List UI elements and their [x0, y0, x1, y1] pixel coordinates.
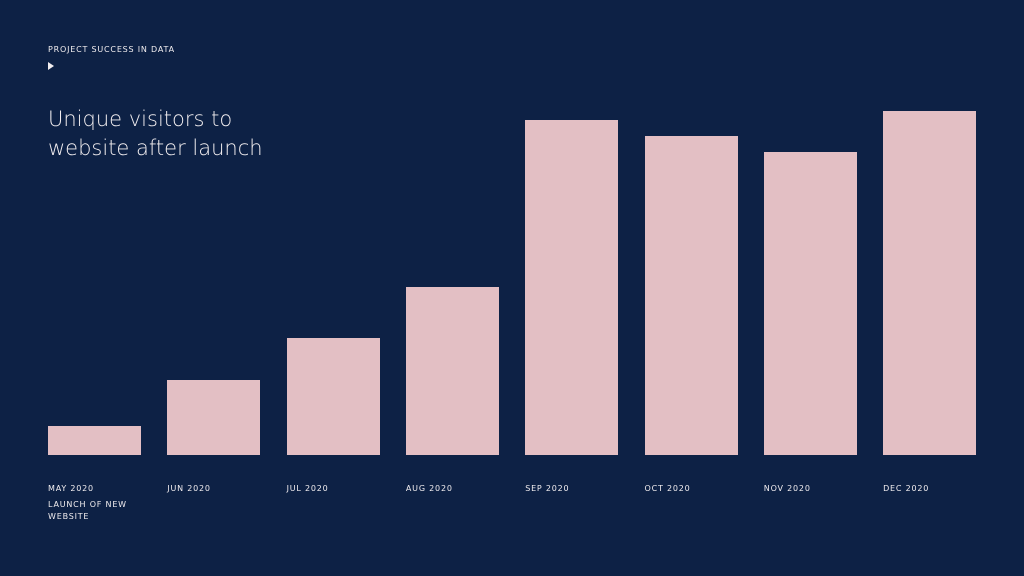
x-tick-label: OCT 2020 — [644, 484, 691, 493]
annotation: LAUNCH OF NEW WEBSITE — [48, 500, 127, 521]
x-tick-label: JUN 2020 — [167, 484, 211, 493]
x-tick-label: SEP 2020 — [525, 484, 570, 493]
bar — [167, 380, 261, 455]
x-tick-label: MAY 2020 — [48, 484, 94, 493]
bar — [286, 338, 380, 455]
bar — [763, 152, 857, 455]
kicker: PROJECT SUCCESS IN DATA — [48, 45, 175, 54]
x-tick-label: NOV 2020 — [763, 484, 811, 493]
bar — [525, 120, 619, 455]
x-tick-label: AUG 2020 — [405, 484, 453, 493]
bar — [405, 287, 499, 455]
bar — [48, 426, 141, 455]
bar — [883, 111, 977, 455]
arrow-icon — [48, 62, 54, 70]
x-tick-label: JUL 2020 — [286, 484, 329, 493]
bar — [644, 136, 738, 455]
chart-title: Unique visitors to website after launch — [48, 107, 263, 160]
x-tick-label: DEC 2020 — [883, 484, 930, 493]
